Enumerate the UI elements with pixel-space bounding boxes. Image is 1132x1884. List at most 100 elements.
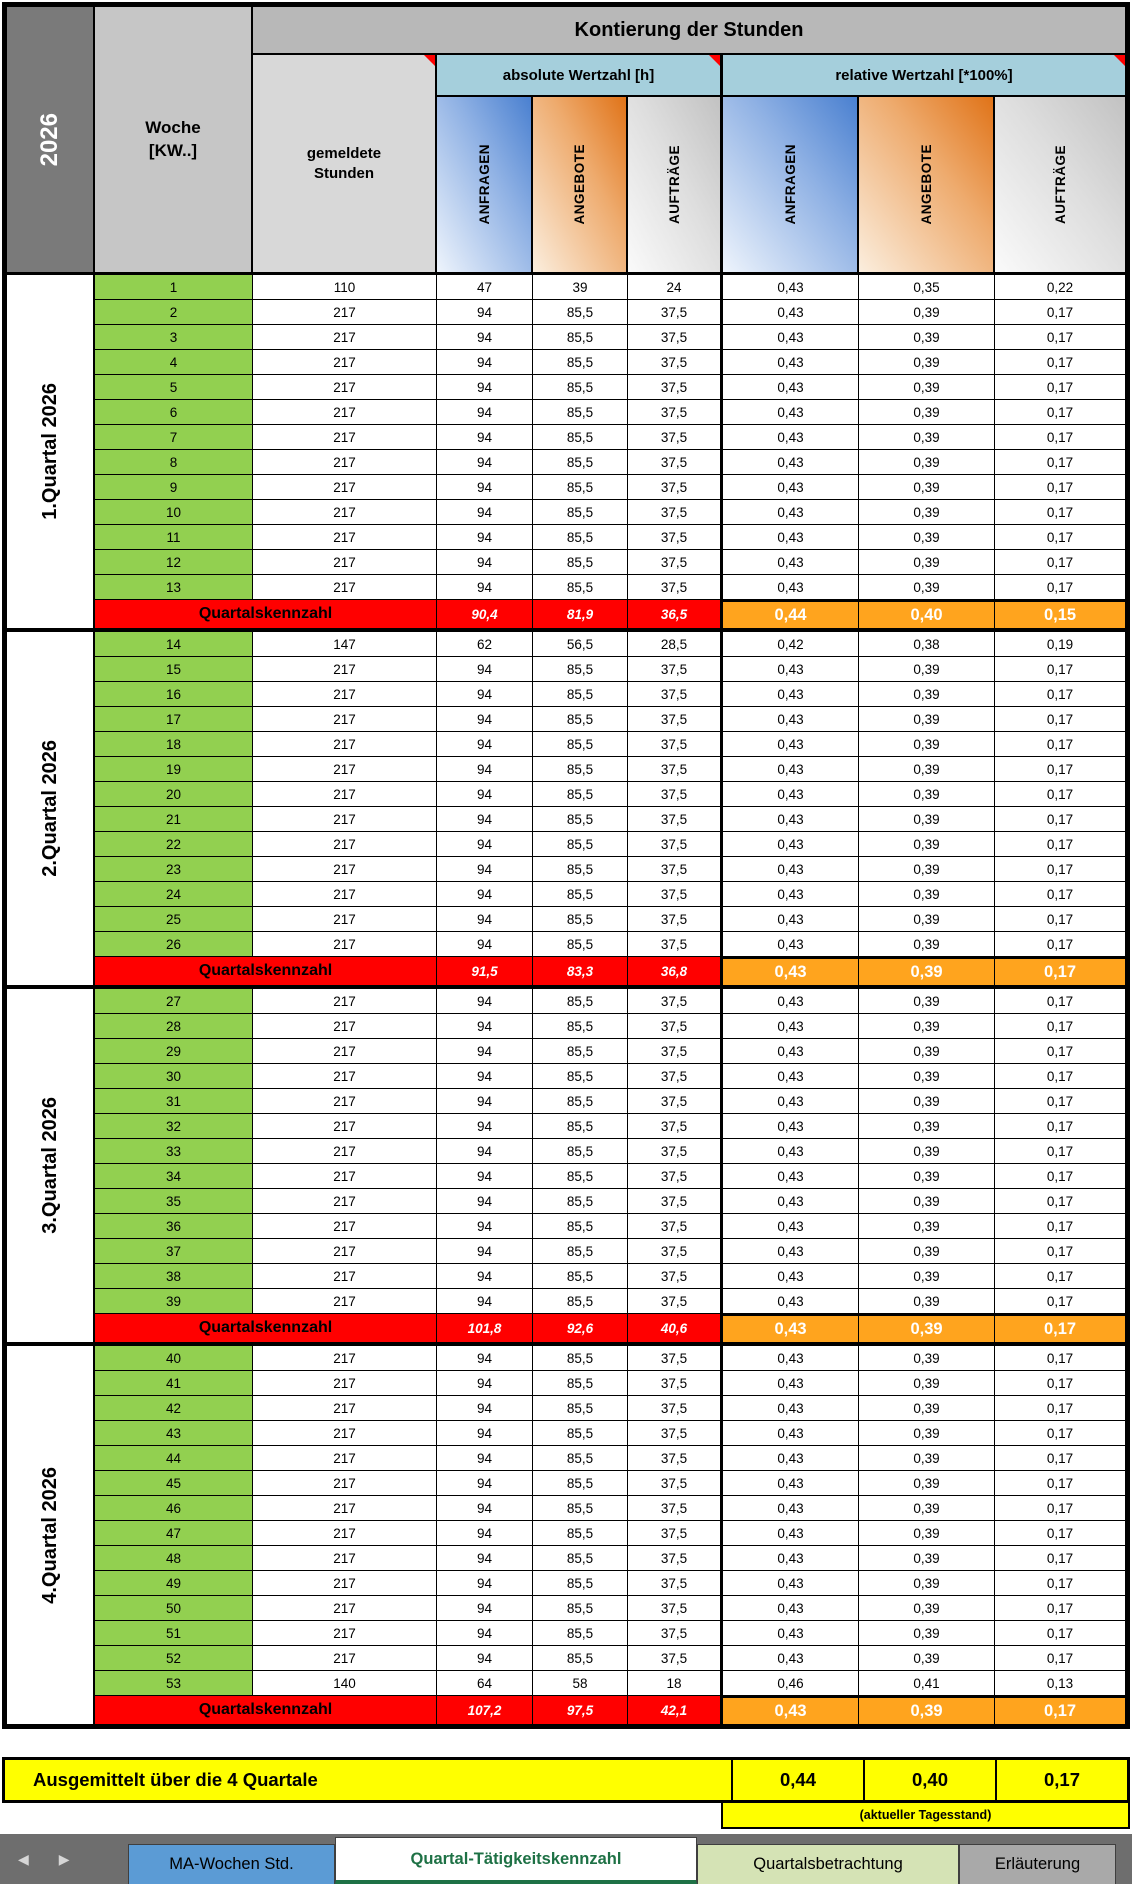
relative-auftraege-cell[interactable]: 0,17 xyxy=(995,1471,1125,1496)
absolute-auftraege-cell[interactable]: 37,5 xyxy=(628,500,723,525)
relative-anfragen-cell[interactable]: 0,43 xyxy=(723,1621,859,1646)
column-header-absolute-anfragen[interactable]: ANFRAGEN xyxy=(437,97,533,275)
absolute-auftraege-cell[interactable]: 37,5 xyxy=(628,932,723,957)
relative-angebote-cell[interactable]: 0,35 xyxy=(859,275,995,300)
absolute-auftraege-cell[interactable]: 37,5 xyxy=(628,1014,723,1039)
absolute-auftraege-cell[interactable]: 37,5 xyxy=(628,1064,723,1089)
reported-hours-cell[interactable]: 217 xyxy=(253,1596,437,1621)
summary-absolute-auftraege-cell[interactable]: 36,5 xyxy=(628,600,723,628)
absolute-angebote-cell[interactable]: 85,5 xyxy=(533,1189,628,1214)
relative-angebote-cell[interactable]: 0,39 xyxy=(859,1371,995,1396)
relative-auftraege-cell[interactable]: 0,17 xyxy=(995,1371,1125,1396)
relative-anfragen-cell[interactable]: 0,43 xyxy=(723,1289,859,1314)
reported-hours-cell[interactable]: 147 xyxy=(253,632,437,657)
week-cell[interactable]: 53 xyxy=(95,1671,253,1696)
relative-auftraege-cell[interactable]: 0,17 xyxy=(995,475,1125,500)
relative-angebote-cell[interactable]: 0,39 xyxy=(859,682,995,707)
absolute-anfragen-cell[interactable]: 94 xyxy=(437,1621,533,1646)
relative-auftraege-cell[interactable]: 0,17 xyxy=(995,1139,1125,1164)
relative-auftraege-cell[interactable]: 0,17 xyxy=(995,525,1125,550)
relative-angebote-cell[interactable]: 0,39 xyxy=(859,1264,995,1289)
reported-hours-cell[interactable]: 217 xyxy=(253,757,437,782)
absolute-angebote-cell[interactable]: 85,5 xyxy=(533,682,628,707)
absolute-anfragen-cell[interactable]: 94 xyxy=(437,1521,533,1546)
relative-anfragen-cell[interactable]: 0,43 xyxy=(723,575,859,600)
absolute-angebote-cell[interactable]: 85,5 xyxy=(533,550,628,575)
absolute-auftraege-cell[interactable]: 37,5 xyxy=(628,1396,723,1421)
reported-hours-cell[interactable]: 217 xyxy=(253,1039,437,1064)
relative-auftraege-cell[interactable]: 0,17 xyxy=(995,1214,1125,1239)
relative-auftraege-cell[interactable]: 0,13 xyxy=(995,1671,1125,1696)
relative-anfragen-cell[interactable]: 0,43 xyxy=(723,1346,859,1371)
reported-hours-cell[interactable]: 217 xyxy=(253,682,437,707)
relative-auftraege-cell[interactable]: 0,17 xyxy=(995,832,1125,857)
absolute-angebote-cell[interactable]: 85,5 xyxy=(533,300,628,325)
absolute-auftraege-cell[interactable]: 37,5 xyxy=(628,575,723,600)
relative-auftraege-cell[interactable]: 0,17 xyxy=(995,1114,1125,1139)
relative-anfragen-cell[interactable]: 0,43 xyxy=(723,682,859,707)
week-cell[interactable]: 23 xyxy=(95,857,253,882)
week-cell[interactable]: 10 xyxy=(95,500,253,525)
reported-hours-cell[interactable]: 217 xyxy=(253,1546,437,1571)
relative-angebote-cell[interactable]: 0,39 xyxy=(859,657,995,682)
relative-auftraege-cell[interactable]: 0,17 xyxy=(995,1546,1125,1571)
relative-angebote-cell[interactable]: 0,39 xyxy=(859,500,995,525)
relative-auftraege-cell[interactable]: 0,17 xyxy=(995,1164,1125,1189)
relative-anfragen-cell[interactable]: 0,43 xyxy=(723,807,859,832)
reported-hours-cell[interactable]: 217 xyxy=(253,907,437,932)
absolute-angebote-cell[interactable]: 85,5 xyxy=(533,782,628,807)
reported-hours-cell[interactable]: 217 xyxy=(253,1064,437,1089)
absolute-angebote-cell[interactable]: 85,5 xyxy=(533,475,628,500)
absolute-angebote-cell[interactable]: 85,5 xyxy=(533,882,628,907)
absolute-anfragen-cell[interactable]: 94 xyxy=(437,857,533,882)
absolute-anfragen-cell[interactable]: 94 xyxy=(437,1089,533,1114)
absolute-angebote-cell[interactable]: 85,5 xyxy=(533,1471,628,1496)
summary-absolute-auftraege-cell[interactable]: 36,8 xyxy=(628,957,723,985)
reported-hours-cell[interactable]: 217 xyxy=(253,350,437,375)
week-cell[interactable]: 39 xyxy=(95,1289,253,1314)
absolute-anfragen-cell[interactable]: 94 xyxy=(437,1289,533,1314)
relative-angebote-cell[interactable]: 0,39 xyxy=(859,832,995,857)
absolute-angebote-cell[interactable]: 85,5 xyxy=(533,1421,628,1446)
absolute-angebote-cell[interactable]: 85,5 xyxy=(533,707,628,732)
week-cell[interactable]: 37 xyxy=(95,1239,253,1264)
week-cell[interactable]: 42 xyxy=(95,1396,253,1421)
relative-anfragen-cell[interactable]: 0,43 xyxy=(723,1646,859,1671)
relative-auftraege-cell[interactable]: 0,22 xyxy=(995,275,1125,300)
tab-quartalsbetrachtung[interactable]: Quartalsbetrachtung xyxy=(697,1844,959,1884)
relative-anfragen-cell[interactable]: 0,43 xyxy=(723,1089,859,1114)
absolute-auftraege-cell[interactable]: 37,5 xyxy=(628,657,723,682)
relative-angebote-cell[interactable]: 0,39 xyxy=(859,782,995,807)
absolute-anfragen-cell[interactable]: 94 xyxy=(437,1014,533,1039)
absolute-angebote-cell[interactable]: 85,5 xyxy=(533,350,628,375)
reported-hours-cell[interactable]: 217 xyxy=(253,1446,437,1471)
relative-angebote-cell[interactable]: 0,39 xyxy=(859,1139,995,1164)
week-cell[interactable]: 18 xyxy=(95,732,253,757)
absolute-auftraege-cell[interactable]: 37,5 xyxy=(628,1039,723,1064)
relative-anfragen-cell[interactable]: 0,43 xyxy=(723,500,859,525)
relative-anfragen-cell[interactable]: 0,43 xyxy=(723,1471,859,1496)
summary-relative-auftraege-cell[interactable]: 0,17 xyxy=(995,1314,1125,1342)
absolute-angebote-cell[interactable]: 85,5 xyxy=(533,325,628,350)
relative-anfragen-cell[interactable]: 0,43 xyxy=(723,1596,859,1621)
relative-angebote-cell[interactable]: 0,39 xyxy=(859,1189,995,1214)
week-cell[interactable]: 4 xyxy=(95,350,253,375)
relative-angebote-cell[interactable]: 0,39 xyxy=(859,350,995,375)
week-cell[interactable]: 27 xyxy=(95,989,253,1014)
reported-hours-cell[interactable]: 217 xyxy=(253,832,437,857)
absolute-anfragen-cell[interactable]: 62 xyxy=(437,632,533,657)
absolute-anfragen-cell[interactable]: 94 xyxy=(437,682,533,707)
relative-anfragen-cell[interactable]: 0,43 xyxy=(723,1164,859,1189)
relative-anfragen-cell[interactable]: 0,43 xyxy=(723,832,859,857)
column-header-absolute-angebote[interactable]: ANGEBOTE xyxy=(533,97,628,275)
relative-angebote-cell[interactable]: 0,39 xyxy=(859,1164,995,1189)
relative-auftraege-cell[interactable]: 0,17 xyxy=(995,882,1125,907)
relative-auftraege-cell[interactable]: 0,17 xyxy=(995,1264,1125,1289)
reported-hours-cell[interactable]: 217 xyxy=(253,707,437,732)
absolute-auftraege-cell[interactable]: 37,5 xyxy=(628,732,723,757)
absolute-anfragen-cell[interactable]: 94 xyxy=(437,989,533,1014)
quarter-summary-label-cell[interactable]: Quartalskennzahl xyxy=(95,957,437,985)
relative-auftraege-cell[interactable]: 0,17 xyxy=(995,450,1125,475)
absolute-angebote-cell[interactable]: 85,5 xyxy=(533,932,628,957)
week-cell[interactable]: 47 xyxy=(95,1521,253,1546)
